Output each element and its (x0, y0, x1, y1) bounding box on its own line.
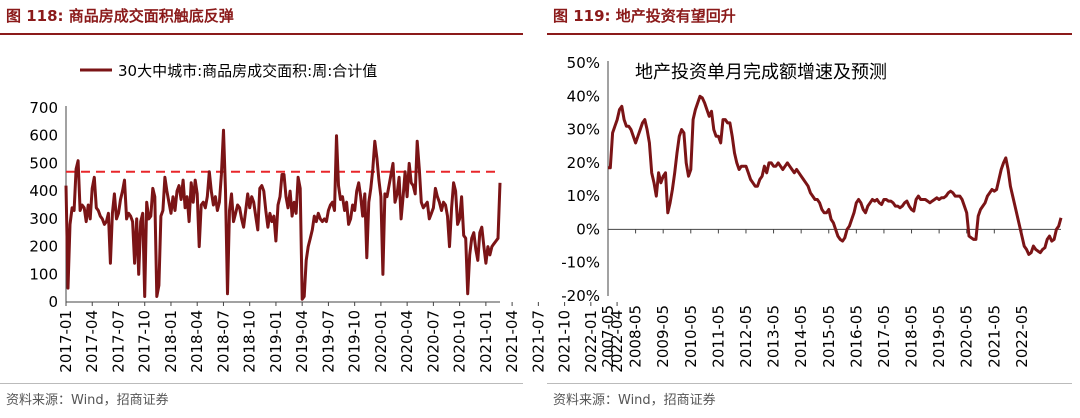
x-tick-label: 2017-01 (57, 310, 75, 373)
chart-annotation: 地产投资单月完成额增速及预测 (635, 62, 887, 83)
x-tick-label: 2018-01 (162, 310, 180, 373)
series-line (608, 94, 1063, 256)
x-tick-label: 2019-07 (319, 310, 337, 373)
y-tick-label: 300 (29, 210, 58, 228)
y-tick-label: -10% (561, 254, 600, 272)
x-tick-label: 2021-07 (529, 310, 547, 373)
x-tick-label: 2022-01 (582, 310, 600, 373)
x-tick-label: 2013-05 (765, 305, 783, 368)
footer-rule (0, 383, 523, 384)
title-rule (0, 33, 523, 35)
x-tick-label: 2017-07 (109, 310, 127, 373)
x-tick-label: 2021-10 (556, 310, 574, 373)
y-tick-label: 600 (29, 127, 58, 145)
x-tick-label: 2020-01 (372, 310, 390, 373)
y-tick-label: 200 (29, 238, 58, 256)
source-note: 资料来源：Wind，招商证券 (553, 393, 716, 408)
x-tick-label: 2021-05 (985, 305, 1003, 368)
y-tick-label: 0 (48, 293, 58, 311)
x-tick-label: 2021-04 (503, 310, 521, 373)
y-tick-label: -20% (561, 287, 600, 305)
x-tick-label: 2008-05 (627, 305, 645, 368)
figure-title: 图 119: 地产投资有望回升 (553, 7, 736, 25)
investment-line-chart: -20% -10% 0% 10% 20% 30% 40% 50% 2007-05 2008-05 2… (561, 54, 1063, 368)
x-tick-label: 2022-05 (1013, 305, 1031, 368)
x-tick-label: 2012-05 (737, 305, 755, 368)
y-tick-label: 10% (567, 187, 600, 205)
x-tick-label: 2020-05 (958, 305, 976, 368)
y-tick-label: 30% (567, 121, 600, 139)
area-line-chart: 0 100 200 300 400 500 600 700 2017-01 2017-04 2017… (29, 62, 626, 373)
y-tick-label: 100 (29, 265, 58, 283)
y-tick-label: 400 (29, 182, 58, 200)
y-tick-label: 40% (567, 87, 600, 105)
x-tick-label: 2014-05 (792, 305, 810, 368)
legend-label: 30大中城市:商品房成交面积:周:合计值 (118, 62, 377, 80)
panel-area-chart: 图 118: 商品房成交面积触底反弹 0 100 200 300 400 500 600 70… (0, 0, 626, 418)
figure-title: 图 118: 商品房成交面积触底反弹 (6, 7, 234, 25)
x-tick-label: 2019-05 (930, 305, 948, 368)
x-tick-label: 2019-10 (346, 310, 364, 373)
x-tick-label: 2016-05 (847, 305, 865, 368)
x-tick-label: 2020-04 (398, 310, 416, 373)
source-note: 资料来源：Wind，招商证券 (6, 393, 169, 408)
x-tick-label: 2018-10 (241, 310, 259, 373)
x-tick-label: 2007-05 (599, 305, 617, 368)
footer-rule (547, 383, 1072, 384)
y-tick-label: 50% (567, 54, 600, 72)
x-tick-label: 2009-05 (654, 305, 672, 368)
x-tick-label: 2015-05 (820, 305, 838, 368)
x-tick-label: 2020-07 (424, 310, 442, 373)
y-tick-label: 0% (576, 220, 600, 238)
x-tick-label: 2019-04 (293, 310, 311, 373)
x-tick-label: 2010-05 (682, 305, 700, 368)
x-tick-label: 2018-04 (188, 310, 206, 373)
y-tick-label: 500 (29, 154, 58, 172)
y-tick-label: 20% (567, 154, 600, 172)
x-tick-label: 2019-01 (267, 310, 285, 373)
x-tick-label: 2021-01 (477, 310, 495, 373)
x-tick-label: 2022-04 (608, 310, 626, 373)
y-tick-label: 700 (29, 99, 58, 117)
panel-investment-chart: 图 119: 地产投资有望回升 -20% -10% 0% 10% 20% 30% 40% 50… (547, 0, 1072, 418)
title-rule (547, 33, 1072, 35)
series-line (64, 128, 502, 301)
x-tick-label: 2011-05 (709, 305, 727, 368)
x-tick-label: 2018-05 (903, 305, 921, 368)
x-tick-label: 2017-05 (875, 305, 893, 368)
x-tick-label: 2017-10 (136, 310, 154, 373)
x-tick-label: 2020-10 (451, 310, 469, 373)
x-tick-label: 2018-07 (214, 310, 232, 373)
x-tick-label: 2017-04 (83, 310, 101, 373)
